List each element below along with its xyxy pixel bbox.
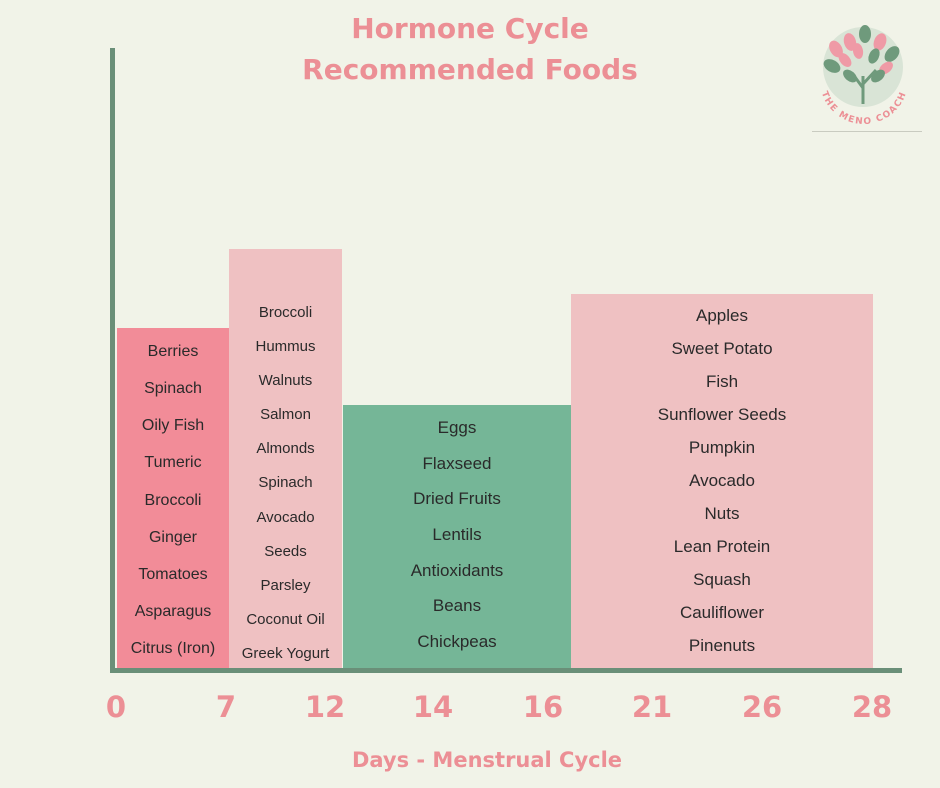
x-tick-label: 14 (412, 690, 454, 724)
food-item: Beans (432, 596, 482, 616)
food-item: Squash (693, 570, 751, 589)
logo-leaf (868, 48, 880, 64)
bar-phase-3: Eggs Flaxseed Dried Fruits Lentils Antioxida… (343, 405, 571, 668)
food-item: Lentils (432, 524, 482, 544)
food-item: Spinach (258, 474, 313, 492)
chart-title-block: Hormone Cycle Recommended Foods (0, 10, 940, 92)
logo-leaf (859, 25, 871, 43)
food-list: Apples Sweet Potato Fish Sunflower Seeds Pum… (571, 306, 873, 656)
x-tick-label: 28 (851, 690, 893, 724)
x-tick-label: 0 (105, 690, 127, 724)
food-item: Coconut Oil (246, 610, 325, 628)
food-item: Salmon (260, 406, 311, 424)
food-item: Seeds (264, 542, 307, 560)
logo-leaf (871, 69, 885, 83)
food-item: Walnuts (258, 372, 313, 390)
logo-leaf (843, 69, 857, 83)
logo-leaf (838, 53, 852, 67)
food-item: Ginger (148, 528, 198, 546)
food-item: Citrus (Iron) (130, 640, 216, 657)
logo-leaf (884, 46, 900, 62)
meno-coach-logo: THE MENO COACH (812, 18, 924, 133)
food-item: Antioxidants (410, 560, 504, 580)
x-tick-label: 7 (215, 690, 237, 724)
x-axis-label: Days - Menstrual Cycle (351, 748, 623, 772)
bar-phase-4: Apples Sweet Potato Fish Sunflower Seeds Pum… (571, 294, 873, 668)
food-item: Tumeric (144, 454, 202, 472)
logo-leaf (829, 40, 843, 58)
x-tick-label: 16 (522, 690, 564, 724)
food-item: Dried Fruits (413, 489, 501, 509)
food-item: Parsley (260, 576, 311, 594)
bar-phase-2: Broccoli Hummus Walnuts Salmon Almonds Spinac… (229, 249, 342, 668)
food-item: Cauliflower (679, 603, 765, 622)
logo-graphic: THE MENO COACH (819, 25, 908, 127)
x-tick-label: 12 (304, 690, 346, 724)
food-item: Hummus (255, 338, 316, 356)
food-item: Eggs (437, 418, 477, 437)
food-item: Tomatoes (138, 565, 208, 583)
food-item: Fish (705, 372, 739, 391)
food-item: Apples (696, 306, 748, 325)
food-item: Sunflower Seeds (657, 405, 787, 424)
logo-divider (812, 131, 922, 132)
food-item: Broccoli (144, 491, 202, 509)
food-list: Berries Spinach Oily Fish Tumeric Broccoli Gi… (117, 343, 229, 658)
logo-leaf (873, 33, 887, 51)
x-tick-label: 21 (631, 690, 673, 724)
food-item: Nuts (704, 504, 740, 523)
food-item: Sweet Potato (671, 339, 773, 358)
x-axis-line (110, 668, 902, 673)
chart-title: Hormone Cycle (351, 12, 589, 45)
x-tick-label: 26 (741, 690, 783, 724)
food-item: Berries (147, 343, 199, 360)
logo-leaf (843, 33, 857, 51)
food-item: Flaxseed (422, 453, 492, 473)
food-item: Avocado (256, 508, 315, 526)
food-item: Pinenuts (688, 636, 756, 655)
y-axis-line (110, 48, 115, 673)
food-item: Lean Protein (673, 537, 771, 556)
food-item: Almonds (256, 440, 315, 458)
food-item: Greek Yogurt (241, 644, 330, 662)
food-item: Pumpkin (688, 438, 756, 457)
food-item: Asparagus (134, 602, 212, 620)
logo-leaf (823, 59, 841, 73)
logo-leaf (852, 43, 864, 59)
food-item: Avocado (689, 471, 755, 490)
bar-phase-1: Berries Spinach Oily Fish Tumeric Broccoli Gi… (117, 328, 229, 668)
food-item: Broccoli (258, 304, 313, 321)
chart-subtitle: Recommended Foods (302, 53, 638, 86)
food-list: Eggs Flaxseed Dried Fruits Lentils Antioxida… (343, 418, 571, 652)
food-item: Spinach (144, 380, 202, 398)
food-list: Broccoli Hummus Walnuts Salmon Almonds Spinac… (229, 304, 342, 662)
food-item: Chickpeas (417, 631, 497, 651)
food-item: Oily Fish (141, 417, 205, 435)
